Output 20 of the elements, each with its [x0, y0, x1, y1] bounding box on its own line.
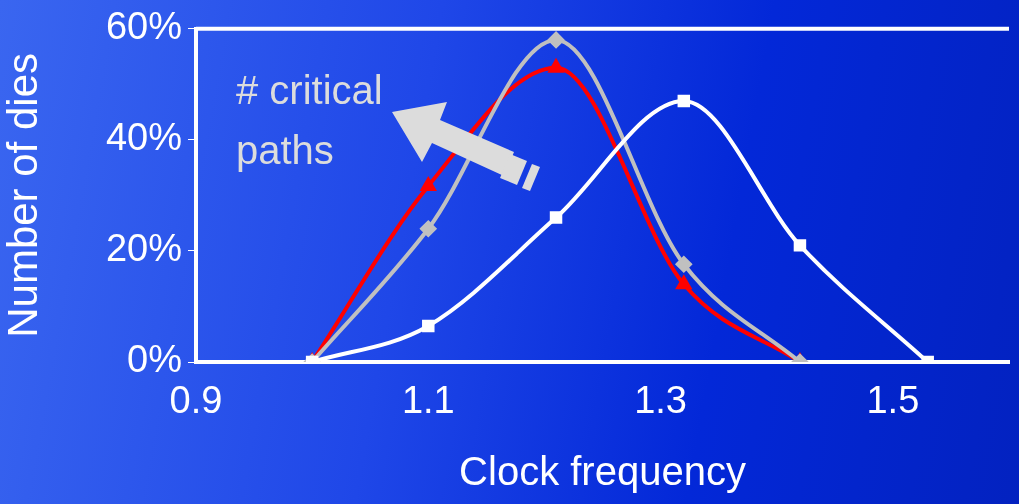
- point: [549, 211, 563, 224]
- y-tick-label: 60%: [105, 5, 182, 48]
- point: [793, 239, 807, 252]
- point: [548, 31, 565, 48]
- x-tick-label: 1.1: [401, 379, 455, 422]
- point: [421, 177, 436, 191]
- annotation: # critical paths: [236, 67, 383, 172]
- point: [677, 94, 691, 108]
- y-tick-label: 0%: [127, 338, 182, 381]
- y-tick-label: 20%: [105, 227, 182, 270]
- x-tick-label: 1.3: [634, 379, 687, 422]
- point: [422, 319, 435, 333]
- x-tick-label: 1.5: [866, 379, 920, 422]
- y-tick-label: 40%: [105, 116, 182, 159]
- point: [420, 220, 437, 237]
- point: [676, 276, 691, 290]
- x-axis-title: Clock frequency: [459, 449, 746, 494]
- x-tick-label: 0.9: [169, 379, 223, 422]
- point: [675, 256, 692, 273]
- y-axis-title: Number of dies: [0, 53, 46, 338]
